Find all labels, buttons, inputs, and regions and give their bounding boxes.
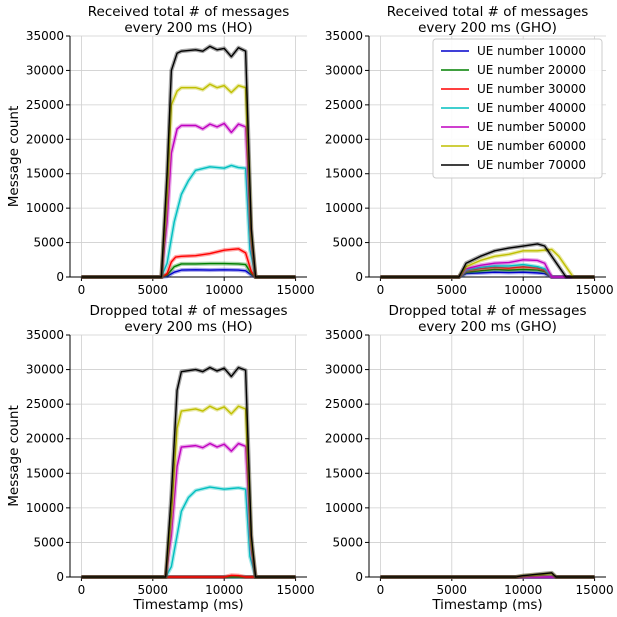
y-tick-label: 35000 xyxy=(325,328,363,342)
chart-title: Received total # of messages every 200 ms… xyxy=(88,4,290,36)
chart-panel-2: 0 5000 10000 15000 0 5000 10000 15000 20000 25000… xyxy=(325,4,614,297)
y-tick-label: 30000 xyxy=(325,63,363,77)
y-tick-label: 5000 xyxy=(332,236,363,250)
series-band-5 xyxy=(81,121,296,279)
series-band-4 xyxy=(81,485,296,579)
y-tick-label: 10000 xyxy=(26,501,64,515)
legend-frame xyxy=(432,38,603,179)
chart-title: Dropped total # of messages every 200 ms … xyxy=(90,303,288,335)
x-tick-label: 5000 xyxy=(138,583,169,597)
chart-panel-3: 0 5000 10000 15000 0 5000 10000 15000 20000 25000… xyxy=(6,303,315,613)
series-line-7 xyxy=(81,45,296,278)
x-tick-label: 10000 xyxy=(205,283,243,297)
y-tick-label: 5000 xyxy=(332,535,363,549)
x-tick-label: 10000 xyxy=(504,583,542,597)
series-line-6 xyxy=(81,83,296,278)
x-tick-label: 15000 xyxy=(575,583,613,597)
y-tick-label: 15000 xyxy=(26,466,64,480)
series-line-6 xyxy=(81,405,296,578)
series-band-6 xyxy=(81,404,296,579)
x-tick-label: 5000 xyxy=(437,583,468,597)
series-band-4 xyxy=(81,163,296,279)
y-tick-label: 30000 xyxy=(325,363,363,377)
series-band-7 xyxy=(81,365,296,579)
y-tick-label: 15000 xyxy=(325,167,363,181)
x-tick-label: 0 xyxy=(78,283,86,297)
x-tick-label: 15000 xyxy=(575,283,613,297)
y-tick-label: 20000 xyxy=(26,432,64,446)
series-line-5 xyxy=(81,122,296,278)
y-tick-label: 0 xyxy=(355,570,363,584)
x-tick-label: 0 xyxy=(377,283,385,297)
x-tick-label: 15000 xyxy=(276,283,314,297)
series-band-5 xyxy=(81,441,296,579)
series-line-3 xyxy=(81,248,296,278)
chart-title: Dropped total # of messages every 200 ms … xyxy=(389,303,587,335)
y-tick-label: 25000 xyxy=(325,98,363,112)
legend-entry: UE number 30000 xyxy=(477,82,586,96)
x-tick-label: 5000 xyxy=(437,283,468,297)
chart-panel-4: 0 5000 10000 15000 0 5000 10000 15000 20000 25000… xyxy=(325,303,614,613)
x-tick-label: 5000 xyxy=(138,283,169,297)
y-tick-label: 20000 xyxy=(325,132,363,146)
series-line-7 xyxy=(380,243,595,278)
y-tick-label: 0 xyxy=(355,270,363,284)
legend: UE number 10000 UE number 20000 UE number … xyxy=(432,38,603,179)
legend-entry: UE number 70000 xyxy=(477,158,586,172)
y-tick-label: 5000 xyxy=(33,535,64,549)
series-line-3 xyxy=(81,574,296,578)
y-tick-label: 25000 xyxy=(325,397,363,411)
y-tick-label: 15000 xyxy=(26,167,64,181)
y-tick-label: 10000 xyxy=(325,501,363,515)
x-axis-label: Timestamp (ms) xyxy=(431,597,542,613)
y-tick-label: 10000 xyxy=(26,201,64,215)
x-tick-label: 10000 xyxy=(504,283,542,297)
y-axis-label: Message count xyxy=(6,106,22,208)
series-line-7 xyxy=(380,572,595,578)
legend-entry: UE number 10000 xyxy=(477,44,586,58)
series-line-4 xyxy=(81,164,296,278)
y-tick-label: 30000 xyxy=(26,63,64,77)
y-tick-label: 20000 xyxy=(325,432,363,446)
chart-title: Received total # of messages every 200 ms… xyxy=(387,4,589,36)
y-tick-label: 25000 xyxy=(26,397,64,411)
y-tick-label: 10000 xyxy=(325,201,363,215)
legend-entry: UE number 20000 xyxy=(477,63,586,77)
legend-entry: UE number 40000 xyxy=(477,101,586,115)
y-tick-label: 0 xyxy=(56,270,64,284)
legend-entry: UE number 50000 xyxy=(477,120,586,134)
series-line-5 xyxy=(81,442,296,578)
y-tick-label: 30000 xyxy=(26,363,64,377)
legend-entry: UE number 60000 xyxy=(477,139,586,153)
y-tick-label: 15000 xyxy=(325,466,363,480)
y-tick-label: 0 xyxy=(56,570,64,584)
x-tick-label: 10000 xyxy=(205,583,243,597)
x-tick-label: 15000 xyxy=(276,583,314,597)
y-tick-label: 20000 xyxy=(26,132,64,146)
y-tick-label: 5000 xyxy=(33,236,64,250)
y-tick-label: 35000 xyxy=(325,29,363,43)
y-tick-label: 35000 xyxy=(26,328,64,342)
y-axis-label: Message count xyxy=(6,405,22,507)
y-tick-label: 25000 xyxy=(26,98,64,112)
series-line-7 xyxy=(81,366,296,578)
x-tick-label: 0 xyxy=(78,583,86,597)
chart-panel-1: 0 5000 10000 15000 0 5000 10000 15000 20000 25000… xyxy=(6,4,315,297)
series-line-4 xyxy=(81,486,296,578)
x-tick-label: 0 xyxy=(377,583,385,597)
y-tick-label: 35000 xyxy=(26,29,64,43)
x-axis-label: Timestamp (ms) xyxy=(132,597,243,613)
